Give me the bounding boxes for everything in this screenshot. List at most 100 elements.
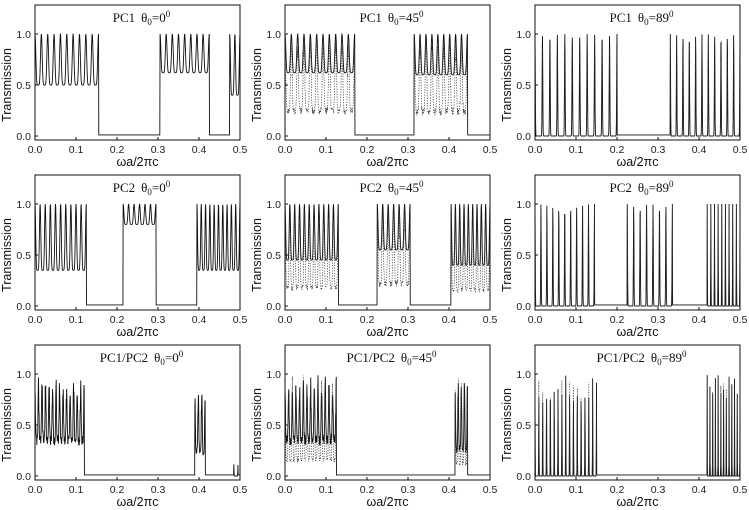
y-axis-label: Transmission [250, 48, 264, 122]
x-tick-label: 0.1 [569, 484, 584, 496]
x-tick-label: 0.1 [319, 314, 334, 326]
panel-7: PC1/PC2 θ0=000.00.51.00.0 0.1 0.2 0.3 0.4 0.5ω… [0, 344, 248, 509]
x-tick-label: 0.3 [651, 314, 666, 326]
x-tick-label: 0.0 [278, 144, 293, 156]
title-structure: PC2 [610, 180, 632, 195]
x-tick-label: 0.5 [733, 484, 748, 496]
panel-4: PC2 θ0=000.00.51.00.0 0.1 0.2 0.3 0.4 0.5ωa/2π… [0, 174, 247, 339]
y-axis-label: Transmission [0, 388, 14, 462]
panel-title: PC2 θ0=890 [610, 179, 674, 197]
y-tick-label: 0.0 [516, 301, 531, 313]
title-theta-sub: 0 [394, 187, 399, 197]
y-tick-label: 0.0 [516, 471, 531, 483]
series-tm [534, 203, 741, 307]
x-tick-label: 0.1 [319, 144, 334, 156]
x-tick-label: 0.4 [192, 314, 207, 326]
y-tick-label: 0.0 [16, 301, 31, 313]
x-tick-label: 0.2 [360, 314, 375, 326]
title-degree: 0 [432, 349, 437, 359]
y-tick-label: 0.5 [16, 250, 31, 262]
series-te [534, 375, 741, 477]
series-tm [284, 32, 490, 136]
plot-frame [284, 174, 491, 311]
title-structure: PC1 [610, 10, 632, 25]
x-tick-label: 0.1 [69, 484, 84, 496]
title-structure: PC1/PC2 [100, 350, 148, 365]
title-angle: =45 [412, 350, 432, 365]
x-tick-label: 0.0 [28, 144, 43, 156]
title-theta: θ [154, 350, 160, 365]
x-tick-label: 0.2 [360, 144, 375, 156]
y-tick-label: 1.0 [516, 199, 531, 211]
y-tick-label: 1.0 [266, 29, 281, 41]
title-degree: 0 [419, 179, 424, 189]
series-tm [34, 377, 240, 477]
title-structure: PC2 [360, 180, 382, 195]
x-tick-label: 0.0 [528, 314, 543, 326]
title-angle: =89 [662, 350, 682, 365]
title-angle: =89 [649, 180, 669, 195]
x-tick-label: 0.4 [692, 484, 707, 496]
x-tick-label: 0.3 [401, 144, 416, 156]
plot-frame [34, 4, 241, 141]
x-axis-label: ωa/2πc [616, 155, 658, 169]
series-te [284, 37, 490, 136]
x-tick-label: 0.5 [233, 484, 248, 496]
series-tm [284, 375, 490, 476]
x-tick-label: 0.3 [651, 144, 666, 156]
title-angle: =0 [152, 180, 166, 195]
x-tick-label: 0.4 [442, 484, 457, 496]
y-axis-label: Transmission [0, 48, 14, 122]
title-degree: 0 [669, 179, 674, 189]
panel-1: PC1 θ0=000.00.51.00.0 0.1 0.2 0.3 0.4 0.5ωa/2π… [0, 4, 247, 169]
panel-title: PC1/PC2 θ0=890 [597, 349, 688, 367]
title-theta: θ [401, 350, 407, 365]
x-tick-label: 0.3 [401, 484, 416, 496]
x-axis-label: ωa/2πc [366, 155, 408, 169]
y-tick-label: 0.0 [266, 471, 281, 483]
x-tick-label: 0.3 [151, 144, 166, 156]
title-theta-sub: 0 [160, 357, 165, 367]
x-tick-label: 0.5 [483, 144, 498, 156]
panel-title: PC1 θ0=450 [360, 9, 424, 27]
title-theta-sub: 0 [147, 17, 152, 27]
series-tm [284, 203, 491, 306]
panel-title: PC1/PC2 θ0=450 [347, 349, 438, 367]
series-tm [34, 203, 241, 306]
y-axis-label: Transmission [500, 218, 514, 292]
title-degree: 0 [179, 349, 184, 359]
y-tick-label: 1.0 [266, 199, 281, 211]
plot-frame [284, 4, 491, 141]
x-tick-label: 0.4 [442, 144, 457, 156]
x-tick-label: 0.5 [733, 144, 748, 156]
title-degree: 0 [682, 349, 687, 359]
x-tick-label: 0.1 [69, 314, 84, 326]
title-theta-sub: 0 [407, 357, 412, 367]
x-axis-label: ωa/2πc [116, 155, 158, 169]
x-axis-label: ωa/2πc [616, 495, 658, 509]
y-axis-label: Transmission [250, 388, 264, 462]
x-axis-label: ωa/2πc [116, 495, 158, 509]
title-structure: PC1 [113, 10, 135, 25]
title-structure: PC1/PC2 [597, 350, 645, 365]
x-axis-label: ωa/2πc [616, 325, 658, 339]
title-theta: θ [638, 10, 644, 25]
title-angle: =89 [649, 10, 669, 25]
x-tick-label: 0.1 [569, 144, 584, 156]
title-angle: =0 [165, 350, 179, 365]
y-tick-label: 0.5 [516, 420, 531, 432]
plot-frame [34, 174, 241, 311]
x-axis-label: ωa/2πc [366, 325, 408, 339]
series-tm [34, 32, 241, 136]
title-theta: θ [141, 180, 147, 195]
x-tick-label: 0.2 [110, 484, 125, 496]
series-te [284, 205, 491, 306]
y-tick-label: 1.0 [266, 369, 281, 381]
title-structure: PC1 [360, 10, 382, 25]
x-tick-label: 0.4 [692, 144, 707, 156]
